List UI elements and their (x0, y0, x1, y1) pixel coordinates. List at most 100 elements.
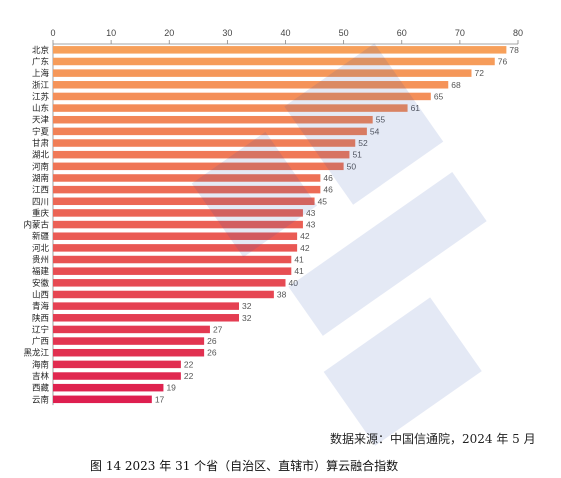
bar (53, 302, 239, 310)
category-label: 吉林 (32, 371, 50, 382)
bar (53, 232, 298, 240)
data-label: 26 (207, 348, 217, 358)
category-label: 北京 (32, 45, 49, 56)
category-label: 江西 (32, 186, 49, 196)
data-label: 22 (184, 359, 194, 369)
bar (53, 115, 373, 124)
bar (53, 104, 408, 112)
category-label: 黑龙江 (23, 348, 49, 359)
bar (53, 69, 472, 77)
bar (53, 57, 495, 66)
data-label: 41 (294, 255, 304, 265)
bar (53, 267, 292, 275)
x-tick-label: 0 (50, 28, 55, 38)
data-label: 17 (155, 394, 165, 404)
category-label: 河南 (32, 161, 49, 172)
category-label: 甘肃 (32, 138, 50, 149)
category-label: 宁夏 (32, 126, 50, 137)
bar (53, 209, 303, 217)
bar (53, 174, 321, 182)
x-axis: 0 10 20 30 40 50 60 70 80 (50, 28, 523, 406)
category-label: 云南 (32, 394, 49, 405)
category-label: 福建 (32, 266, 50, 277)
category-label: 广东 (32, 56, 49, 67)
bar-chart: 0 10 20 30 40 50 60 70 80 北京 78 广东 76 上海 72 浙江 68 江苏 65 山东… (23, 28, 523, 406)
data-label: 43 (306, 208, 316, 218)
category-label: 广西 (32, 336, 49, 347)
category-label: 安徽 (32, 278, 50, 289)
category-label: 浙江 (32, 80, 50, 91)
source-note: 数据来源：中国信通院，2024 年 5 月 (330, 432, 536, 446)
category-label: 江苏 (32, 91, 50, 102)
category-label: 湖北 (32, 151, 50, 161)
data-label: 41 (294, 266, 304, 276)
x-tick-label: 40 (280, 28, 290, 38)
data-label: 42 (300, 231, 310, 241)
bar (53, 150, 350, 159)
data-label: 40 (289, 278, 299, 288)
data-label: 50 (347, 161, 357, 171)
category-label: 贵州 (32, 255, 49, 266)
x-tick-label: 70 (455, 28, 465, 38)
category-label: 天津 (32, 115, 50, 126)
data-label: 32 (242, 301, 252, 311)
category-label: 四川 (32, 197, 49, 207)
data-label: 65 (434, 91, 444, 101)
data-label: 51 (352, 150, 362, 160)
data-label: 55 (376, 115, 386, 125)
category-label: 内蒙古 (23, 220, 49, 231)
category-label: 重庆 (32, 208, 50, 219)
data-label: 42 (300, 243, 310, 253)
data-label: 26 (207, 336, 217, 346)
bar (53, 185, 321, 194)
data-label: 32 (242, 313, 252, 323)
bar (53, 314, 239, 322)
bar (53, 46, 507, 54)
category-label: 山西 (32, 289, 49, 300)
bar (53, 325, 210, 334)
category-label: 海南 (32, 359, 49, 370)
data-label: 22 (184, 371, 194, 381)
figure-caption: 图 14 2023 年 31 个省（自治区、直辖市）算云融合指数 (90, 459, 399, 473)
x-tick-label: 10 (106, 28, 116, 38)
data-label: 72 (475, 68, 485, 78)
bar (53, 81, 449, 89)
category-label: 陕西 (32, 313, 49, 324)
data-label: 78 (509, 45, 519, 55)
x-tick-label: 20 (164, 28, 174, 38)
data-label: 52 (358, 138, 368, 148)
x-tick-label: 60 (397, 28, 407, 38)
bar (53, 348, 205, 357)
bar (53, 395, 152, 404)
data-label: 54 (370, 126, 380, 136)
data-label: 76 (498, 56, 508, 66)
category-label: 湖南 (32, 173, 49, 184)
category-label: 辽宁 (32, 324, 49, 335)
category-label: 河北 (32, 243, 50, 254)
bars: 北京 78 广东 76 上海 72 浙江 68 江苏 65 山东 61 天津 55 宁夏 54 甘肃 52 湖北 51… (23, 45, 519, 406)
category-label: 山东 (32, 103, 49, 114)
x-tick-label: 80 (513, 28, 523, 38)
category-label: 上海 (32, 68, 50, 79)
bar (53, 92, 431, 101)
data-label: 61 (411, 103, 421, 113)
x-tick-label: 30 (222, 28, 232, 38)
data-label: 68 (451, 80, 461, 90)
data-label: 43 (306, 220, 316, 230)
bar (53, 337, 205, 345)
bar (53, 244, 298, 252)
data-label: 45 (318, 196, 328, 206)
category-label: 青海 (32, 301, 50, 312)
bar (53, 197, 315, 206)
bar (53, 139, 356, 147)
bar (53, 255, 292, 264)
data-label: 46 (323, 185, 333, 195)
bar (53, 127, 367, 136)
category-label: 西藏 (32, 383, 50, 394)
data-label: 19 (166, 383, 176, 393)
data-label: 27 (213, 324, 223, 334)
x-tick-label: 50 (339, 28, 349, 38)
category-label: 新疆 (32, 231, 50, 242)
data-label: 38 (277, 289, 287, 299)
bar (53, 383, 164, 392)
